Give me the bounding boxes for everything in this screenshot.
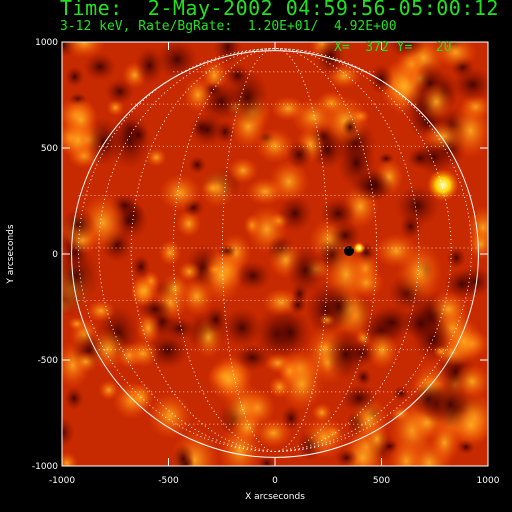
map-blob	[83, 52, 117, 81]
map-blob	[324, 328, 368, 381]
map-blob	[126, 339, 160, 368]
map-blob	[365, 423, 389, 456]
map-blob	[341, 117, 359, 137]
cursor-coordinate-readout: X= 372 Y= 20	[334, 40, 452, 55]
map-blob	[98, 379, 120, 401]
map-blob	[302, 416, 346, 459]
map-blob	[368, 63, 394, 95]
map-blob	[449, 103, 488, 159]
source-bright-lobe	[353, 242, 365, 254]
y-tick-label: -500	[38, 356, 59, 366]
map-blob	[407, 147, 433, 170]
map-blob	[159, 174, 202, 212]
map-blob	[188, 155, 207, 175]
map-blob	[147, 392, 192, 439]
map-blob	[231, 411, 263, 444]
x-axis-label: X arcseconds	[245, 492, 305, 502]
y-tick-label: 500	[41, 144, 58, 154]
map-blob	[135, 46, 164, 85]
map-blob	[270, 96, 306, 122]
map-blob	[215, 120, 235, 144]
y-tick-label: -1000	[32, 462, 58, 472]
map-blob	[315, 42, 346, 77]
map-blob	[268, 375, 291, 399]
bright-flare-source	[427, 169, 459, 201]
map-blob	[394, 184, 440, 228]
map-blob	[279, 357, 324, 411]
map-blob	[268, 307, 312, 358]
map-blob	[450, 402, 488, 448]
solar-limb	[71, 50, 479, 458]
map-blob	[158, 239, 182, 266]
map-blob	[340, 383, 378, 414]
map-blob	[204, 305, 228, 334]
x-tick-label: 500	[373, 476, 390, 486]
axis-ticks: -1000 -500 0 500 1000 1000 500 0 -500 -1000	[32, 38, 500, 486]
map-blob	[468, 228, 488, 261]
map-blob	[62, 119, 95, 162]
y-tick-label: 0	[52, 250, 58, 260]
map-blob	[62, 207, 97, 242]
map-blob	[146, 148, 167, 167]
map-blob	[224, 63, 251, 88]
y-axis-label: Y arcseconds	[6, 224, 16, 284]
x-tick-label: 0	[272, 476, 278, 486]
map-blob	[62, 417, 75, 448]
map-blob	[207, 356, 250, 403]
map-blob	[329, 220, 362, 251]
x-tick-label: -500	[158, 476, 179, 486]
map-blob	[392, 386, 410, 401]
map-blob	[286, 140, 313, 170]
source-dark-core	[344, 246, 354, 256]
map-blob	[321, 282, 357, 330]
map-blob	[286, 244, 325, 296]
map-blob	[64, 387, 84, 410]
map-blob	[451, 67, 488, 103]
x-tick-label: 1000	[477, 476, 500, 486]
map-blob	[163, 316, 195, 341]
map-blob	[349, 170, 394, 203]
map-blob	[67, 316, 86, 331]
map-blob	[227, 157, 259, 184]
map-blob	[130, 274, 159, 308]
map-blob	[255, 418, 292, 448]
map-blob	[171, 443, 195, 466]
map-blob	[62, 451, 79, 466]
map-blob	[388, 438, 424, 466]
map-blob	[221, 307, 263, 348]
map-blob	[65, 66, 85, 88]
map-blob	[105, 78, 135, 105]
map-blob	[446, 246, 467, 269]
map-blob	[433, 42, 478, 69]
map-blob	[335, 448, 358, 466]
map-blob	[213, 42, 243, 66]
map-blob	[128, 122, 149, 147]
energy-rate-label: 3-12 keV, Rate/BgRate: 1.20E+01/ 4.92E+0…	[60, 19, 397, 34]
map-blob	[443, 318, 484, 366]
map-blob	[200, 246, 243, 304]
map-blob	[387, 42, 427, 59]
map-blob	[86, 299, 116, 323]
map-blob	[429, 290, 468, 328]
x-tick-label: -1000	[49, 476, 75, 486]
map-blob	[201, 179, 225, 197]
map-blob	[396, 242, 443, 303]
time-label: Time: 2-May-2002 04:59:56-05:00:12	[60, 0, 499, 20]
map-blob	[183, 77, 213, 113]
longitude-line	[78, 48, 472, 452]
map-blob	[234, 260, 272, 292]
heliographic-grid	[71, 48, 479, 452]
map-blob	[402, 305, 439, 342]
map-blob	[160, 273, 190, 305]
map-blob	[131, 254, 151, 279]
map-blob	[255, 128, 295, 164]
map-blob	[366, 330, 399, 370]
y-tick-label: 1000	[35, 38, 58, 48]
map-blob	[420, 82, 453, 121]
map-blob	[245, 177, 285, 206]
